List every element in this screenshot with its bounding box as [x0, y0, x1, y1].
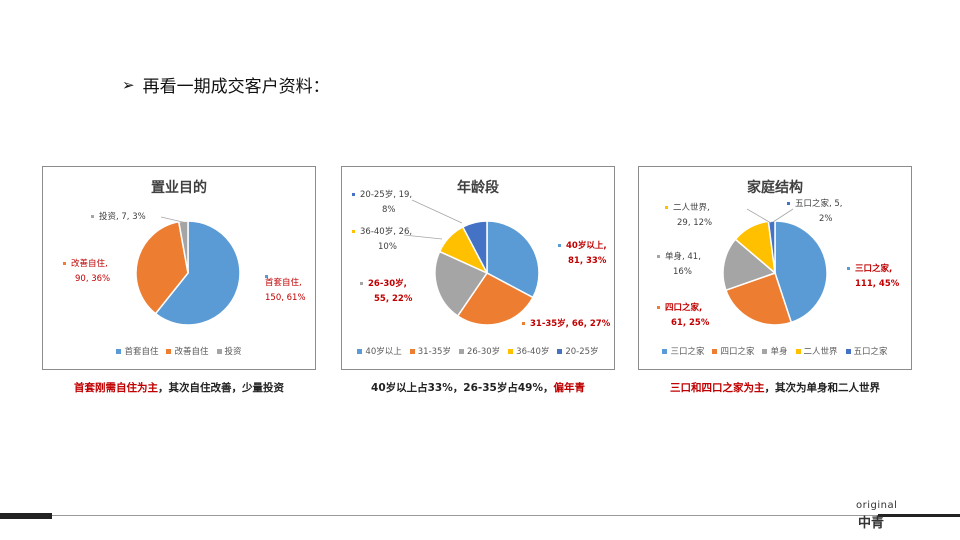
- data-label-age-2: 26-30岁, 55, 22%: [360, 277, 412, 307]
- legend-item: 二人世界: [795, 345, 838, 357]
- pie-chart-purpose: [135, 216, 241, 326]
- chart-panel-family: 家庭结构 三口之家, 111, 45% 四口之家, 61, 25% 单身, 41…: [638, 166, 912, 370]
- caption-purpose: 首套刚需自住为主，其次自住改善，少量投资: [74, 382, 284, 394]
- logo-mark: 中青: [858, 516, 885, 531]
- pie-slice-0: [486, 220, 540, 299]
- pie-slice-1: [135, 220, 189, 315]
- pie-slice-2: [177, 220, 189, 274]
- pie-slice-0: [154, 220, 241, 326]
- legend-family: 三口之家 四口之家 单身 二人世界 五口之家: [639, 345, 911, 357]
- page-heading-text: 再看一期成交客户资料：: [142, 77, 330, 97]
- data-label-age-3: 36-40岁, 26, 10%: [352, 225, 412, 255]
- page-heading: ➢ 再看一期成交客户资料：: [122, 72, 330, 98]
- footer-accent-left: [0, 513, 52, 519]
- legend-item: 改善自住: [166, 345, 209, 357]
- chart-title-age: 年龄段: [457, 180, 499, 196]
- leader-line-0: [160, 216, 188, 224]
- chart-title-purpose: 置业目的: [151, 180, 207, 196]
- caption-family: 三口和四口之家为主，其次为单身和二人世界: [670, 382, 880, 394]
- legend-purpose: 首套自住 改善自住 投资: [43, 345, 315, 357]
- legend-item: 36-40岁: [508, 345, 549, 357]
- pie-chart-family: [722, 208, 828, 326]
- data-label-family-4: 五口之家, 5, 2%: [787, 197, 843, 227]
- pie-slice-1: [724, 272, 793, 326]
- legend-item: 五口之家: [845, 345, 888, 357]
- data-label-age-4: 20-25岁, 19, 8%: [352, 188, 412, 218]
- legend-item: 四口之家: [712, 345, 754, 357]
- chart-title-family: 家庭结构: [747, 180, 803, 196]
- leader-line-0: [411, 199, 463, 224]
- pie-slice-2: [722, 238, 777, 292]
- leader-line-1: [772, 208, 794, 223]
- footer-divider: [0, 515, 960, 516]
- legend-item: 31-35岁: [409, 345, 451, 357]
- data-label-age-0: 40岁以上, 81, 33%: [558, 239, 607, 269]
- leader-line-1: [403, 234, 443, 240]
- legend-item: 40岁以上: [357, 345, 402, 357]
- data-label-purpose-2: 投资, 7, 3%: [91, 210, 146, 225]
- pie-slice-4: [461, 220, 488, 274]
- caption-age: 40岁以上占33%，26-35岁占49%，偏年青: [371, 382, 585, 394]
- legend-item: 首套自住: [116, 345, 158, 357]
- data-label-family-2: 单身, 41, 16%: [657, 250, 701, 280]
- data-label-family-0: 三口之家, 111, 45%: [847, 262, 899, 292]
- data-label-purpose-0: 首套自住, 150, 61%: [265, 270, 306, 306]
- legend-item: 26-30岁: [458, 345, 500, 357]
- chart-panel-purpose: 置业目的 首套自住, 150, 61% 改善自住, 90, 36% 投资, 7,…: [42, 166, 316, 370]
- legend-age: 40岁以上 31-35岁 26-30岁 36-40岁 20-25岁: [342, 345, 614, 357]
- legend-item: 投资: [216, 345, 242, 357]
- legend-item: 三口之家: [662, 345, 704, 357]
- legend-item: 20-25岁: [557, 345, 599, 357]
- chart-panel-age: 年龄段 40岁以上, 81, 33% 31-35岁, 66, 27% 26-30…: [341, 166, 615, 370]
- data-label-age-1: 31-35岁, 66, 27%: [522, 317, 610, 332]
- arrow-bullet-icon: ➢: [122, 75, 135, 94]
- legend-item: 单身: [762, 345, 788, 357]
- data-label-family-3: 二人世界, 29, 12%: [665, 201, 712, 231]
- pie-chart-age: [403, 199, 540, 326]
- pie-slice-1: [456, 272, 534, 326]
- leader-line-0: [746, 208, 772, 224]
- logo-text: original: [856, 500, 898, 511]
- footer-accent-right: [878, 514, 960, 517]
- data-label-family-1: 四口之家, 61, 25%: [657, 301, 709, 331]
- pie-slice-0: [774, 220, 828, 324]
- data-label-purpose-1: 改善自住, 90, 36%: [63, 257, 110, 287]
